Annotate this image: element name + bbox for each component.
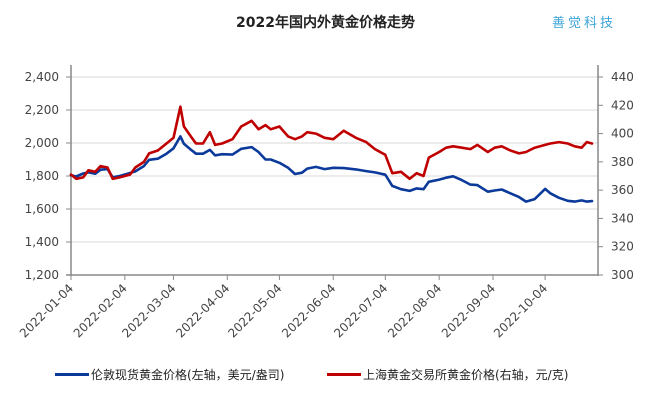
- x-axis-tick-label: 2022-09-04: [439, 281, 498, 340]
- london-gold-price-line: [69, 135, 594, 203]
- right-axis-tick-label: 440: [611, 70, 634, 84]
- right-axis-tick-label: 420: [611, 98, 634, 112]
- x-axis-tick-label: 2022-06-04: [279, 281, 338, 340]
- gridlines: [71, 76, 598, 243]
- legend-label-shanghai: 上海黄金交易所黄金价格(右轴，元/克): [363, 368, 569, 382]
- right-axis-tick-label: 340: [611, 211, 634, 225]
- right-axis-tick-label: 360: [611, 183, 634, 197]
- right-axis-tick-label: 320: [611, 240, 634, 254]
- x-axis-tick-label: 2022-04-04: [173, 281, 232, 340]
- left-axis-tick-label: 1,800: [25, 169, 59, 183]
- axis-labels: 1,200 1,400 1,600 1,800 2,000 2,200 2,400 300 32…: [17, 70, 634, 340]
- x-axis-tick-label: 2022-05-04: [225, 281, 284, 340]
- left-axis-tick-label: 1,200: [25, 268, 59, 282]
- left-axis-tick-label: 2,400: [25, 70, 59, 84]
- shanghai-gold-price-line: [69, 105, 594, 181]
- legend-item-london: 伦敦现货黄金价格(左轴，美元/盎司): [55, 366, 284, 383]
- left-axis-tick-label: 2,200: [25, 103, 59, 117]
- legend-swatch-london: [55, 373, 89, 376]
- x-axis-tick-label: 2022-07-04: [331, 281, 390, 340]
- brand-logo-text: 善觉科技: [552, 16, 617, 31]
- left-axis-tick-label: 2,000: [25, 136, 59, 150]
- series-lines: [69, 105, 594, 203]
- x-axis-tick-label: 2022-08-04: [385, 281, 444, 340]
- left-axis-tick-label: 1,400: [25, 235, 59, 249]
- legend-swatch-shanghai: [327, 373, 361, 376]
- x-axis-tick-label: 2022-01-04: [17, 281, 76, 340]
- axes: [66, 65, 603, 280]
- right-axis-tick-label: 300: [611, 268, 634, 282]
- left-axis-tick-label: 1,600: [25, 202, 59, 216]
- legend-item-shanghai: 上海黄金交易所黄金价格(右轴，元/克): [327, 366, 568, 383]
- right-axis-tick-label: 400: [611, 127, 634, 141]
- right-axis-tick-label: 380: [611, 155, 634, 169]
- x-axis-tick-label: 2022-10-04: [491, 281, 550, 340]
- legend-label-london: 伦敦现货黄金价格(左轴，美元/盎司): [91, 368, 285, 382]
- chart-title: 2022年国内外黄金价格走势: [236, 15, 415, 31]
